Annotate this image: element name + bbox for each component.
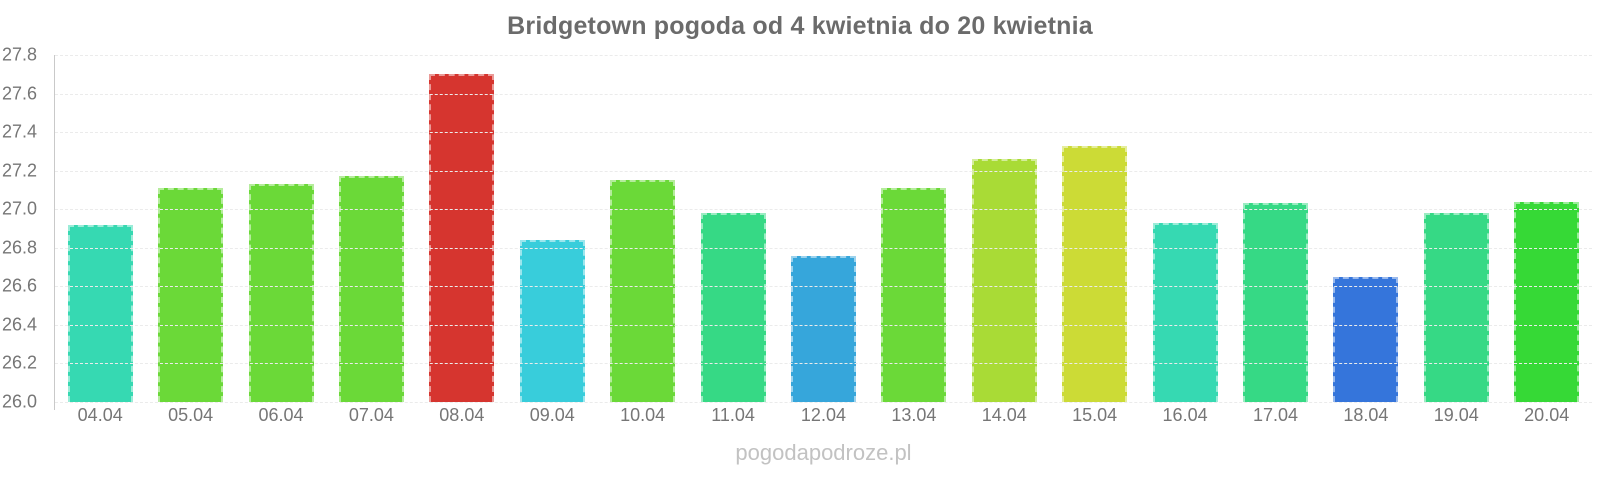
y-axis-tick-label: 27.8 [1,44,37,65]
plot-area [55,55,1592,403]
y-axis-tick-label: 27.6 [1,83,37,104]
bar-17.04[interactable] [1242,203,1308,402]
y-axis-tick-label: 26.4 [1,314,37,335]
gridline [55,93,1592,95]
bar-cell [778,55,868,402]
gridline [55,324,1592,326]
bar-cell [1230,55,1320,402]
bar-cell [1049,55,1139,402]
gridline [55,55,1592,56]
x-axis-tick-label: 15.04 [1072,405,1118,425]
bar-18.04[interactable] [1333,276,1399,402]
bar-cell [145,55,235,402]
x-axis-tick-label: 17.04 [1252,405,1298,425]
gridline [55,132,1592,134]
x-axis-tick-label: 10.04 [620,405,666,425]
bar-cell [688,55,778,402]
x-axis-tick-label: 05.04 [168,405,214,425]
bar-cell [236,55,326,402]
gridline [55,286,1592,288]
bar-04.04[interactable] [67,224,133,402]
bar-cell [1140,55,1230,402]
bar-11.04[interactable] [700,213,766,402]
bar-09.04[interactable] [519,240,585,402]
x-axis-tick-label: 13.04 [891,405,937,425]
bar-19.04[interactable] [1423,213,1489,402]
y-axis-tick-label: 26.0 [1,391,37,412]
x-axis-tick-label: 09.04 [529,405,575,425]
bar-cell [597,55,687,402]
bar-08.04[interactable] [429,74,495,402]
bar-12.04[interactable] [790,255,856,402]
y-axis-tick-label: 27.4 [1,121,37,142]
bar-cell [507,55,597,402]
y-axis-line [54,55,55,410]
bar-10.04[interactable] [610,180,676,402]
bar-07.04[interactable] [338,176,404,402]
x-axis-tick-label: 19.04 [1433,405,1479,425]
bar-cell [959,55,1049,402]
bar-cell [417,55,507,402]
y-axis-tick-label: 26.2 [1,352,37,373]
x-axis: 04.04 05.04 06.04 07.04 08.04 09.04 10.04 11.04… [55,405,1592,426]
x-axis-tick-label: 11.04 [711,405,755,425]
bar-cell [1411,55,1501,402]
gridline [55,170,1592,172]
gridline [55,363,1592,365]
bar-14.04[interactable] [971,159,1037,402]
y-axis-tick-label: 26.6 [1,275,37,296]
x-axis-tick-label: 14.04 [981,405,1027,425]
bar-cell [55,55,145,402]
watermark: pogodapodroze.pl [735,440,912,465]
x-axis-tick-label: 20.04 [1524,405,1570,425]
bar-06.04[interactable] [248,184,314,402]
gridline [55,209,1592,211]
y-axis-tick-label: 26.8 [1,237,37,258]
bar-cell [1502,55,1592,402]
bar-20.04[interactable] [1514,201,1580,402]
y-axis-tick-label: 27.0 [1,198,37,219]
bar-15.04[interactable] [1062,145,1128,402]
bar-cell [869,55,959,402]
chart-title: Bridgetown pogoda od 4 kwietnia do 20 kw… [507,12,1093,40]
bar-13.04[interactable] [881,188,947,402]
bar-cell [326,55,416,402]
x-axis-tick-label: 07.04 [348,405,394,425]
x-axis-tick-label: 16.04 [1162,405,1208,425]
y-axis: 27.8 27.6 27.4 27.2 27.0 26.8 26.6 26.4 26.2 26.0 [0,45,45,412]
bar-series [55,55,1592,402]
x-axis-tick-label: 18.04 [1343,405,1389,425]
gridline [55,247,1592,249]
gridline [55,402,1592,403]
x-axis-tick-label: 06.04 [258,405,304,425]
bar-cell [1321,55,1411,402]
bar-16.04[interactable] [1152,222,1218,402]
y-axis-tick-label: 27.2 [1,160,37,181]
bar-05.04[interactable] [158,188,224,402]
x-axis-tick-label: 04.04 [77,405,123,425]
x-axis-tick-label: 12.04 [800,405,846,425]
x-axis-tick-label: 08.04 [439,405,485,425]
